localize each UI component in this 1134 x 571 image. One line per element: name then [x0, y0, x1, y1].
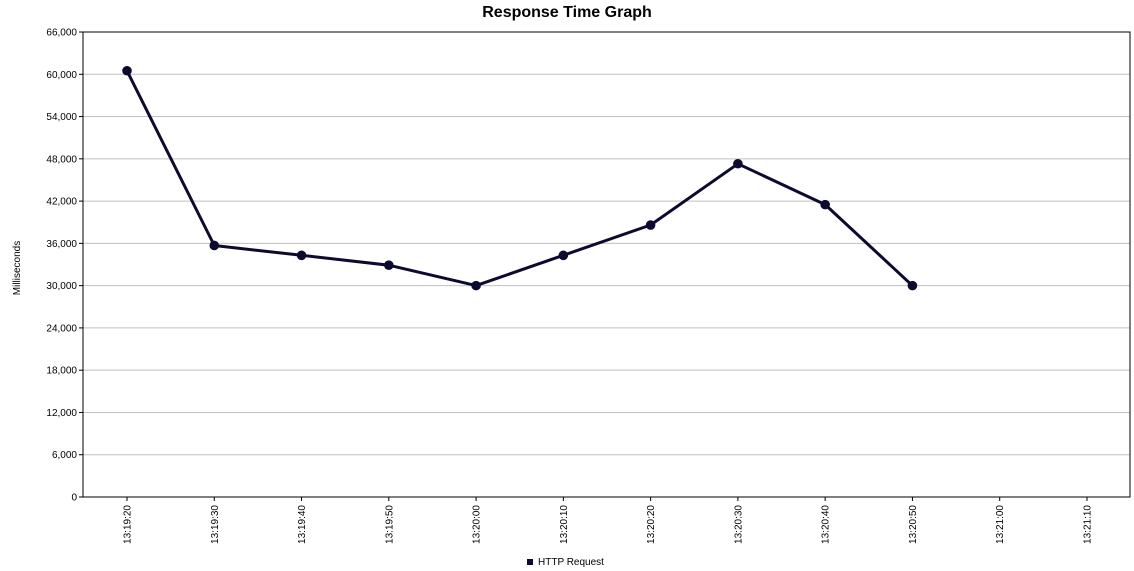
y-tick-label: 54,000 — [46, 112, 77, 123]
chart-title: Response Time Graph — [482, 4, 652, 21]
legend: HTTP Request — [527, 557, 604, 568]
x-tick-label: 13:21:10 — [1082, 505, 1093, 544]
data-point — [820, 199, 830, 210]
data-point — [296, 250, 307, 261]
legend-label-http-request: HTTP Request — [538, 557, 604, 568]
y-tick-label: 30,000 — [46, 281, 77, 292]
y-tick-label: 0 — [71, 493, 77, 504]
y-tick-label: 48,000 — [46, 154, 77, 165]
x-tick-label: 13:20:20 — [646, 505, 657, 544]
x-tick-label: 13:19:20 — [123, 505, 134, 544]
plot-area-frame — [82, 31, 1131, 498]
gridlines — [83, 73, 1130, 456]
series-layer — [122, 65, 918, 291]
y-tick-label: 66,000 — [46, 28, 77, 39]
y-tick-label: 18,000 — [46, 366, 77, 377]
series-line-http-request — [125, 70, 914, 288]
legend-swatch-http-request — [527, 559, 533, 565]
data-point — [645, 220, 656, 230]
data-point — [122, 65, 132, 76]
x-tick-label: 13:20:50 — [908, 505, 919, 544]
y-tick-label: 6,000 — [52, 450, 77, 461]
data-point — [209, 240, 220, 251]
x-tick-label: 13:21:00 — [995, 505, 1006, 544]
x-tick-label: 13:19:30 — [210, 505, 221, 544]
x-tick-label: 13:20:40 — [821, 505, 832, 544]
x-tick-label: 13:19:50 — [384, 505, 395, 544]
y-tick-label: 42,000 — [46, 197, 77, 208]
x-tick-label: 13:20:10 — [559, 505, 570, 544]
x-tick-label: 13:20:30 — [733, 505, 744, 544]
data-point — [907, 280, 918, 291]
data-point — [384, 260, 394, 271]
y-tick-label: 36,000 — [46, 239, 77, 250]
x-tick-label: 13:19:40 — [297, 505, 308, 544]
y-axis-label: Milliseconds — [12, 241, 23, 295]
data-point — [471, 280, 481, 291]
y-tick-label: 12,000 — [46, 408, 77, 419]
y-axis-ticks: 0 6,000 12,000 18,000 24,000 30,000 36,000 42,0… — [46, 28, 83, 504]
x-axis-ticks: 13:19:20 13:19:30 13:19:40 13:19:50 13:20:00… — [123, 497, 1093, 544]
data-point — [733, 158, 743, 169]
y-tick-label: 24,000 — [46, 323, 77, 334]
x-tick-label: 13:20:00 — [472, 505, 483, 544]
data-point — [558, 250, 569, 261]
y-tick-label: 60,000 — [46, 70, 77, 81]
